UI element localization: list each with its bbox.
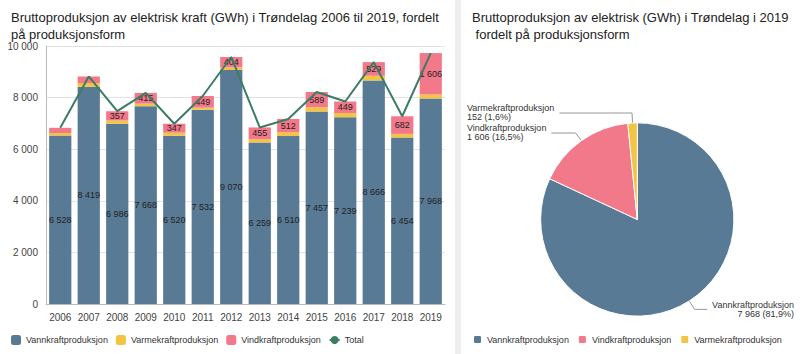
svg-text:357: 357	[110, 111, 125, 121]
svg-text:2006: 2006	[49, 312, 72, 323]
svg-text:7 239: 7 239	[334, 206, 357, 216]
svg-text:2012: 2012	[220, 312, 243, 323]
svg-text:Bruttoproduksjon av elektrisk: Bruttoproduksjon av elektrisk (GWh) i Tr…	[472, 10, 788, 25]
svg-text:2 000: 2 000	[13, 247, 38, 258]
svg-text:2019: 2019	[420, 312, 443, 323]
svg-text:Vindkraftproduksjon: Vindkraftproduksjon	[467, 123, 547, 134]
svg-text:152 (1,6%): 152 (1,6%)	[467, 112, 511, 122]
svg-text:512: 512	[281, 121, 296, 131]
svg-text:682: 682	[395, 120, 410, 130]
svg-text:404: 404	[223, 57, 239, 68]
svg-text:455: 455	[252, 128, 267, 138]
svg-text:9 070: 9 070	[220, 182, 243, 192]
svg-text:8 000: 8 000	[13, 92, 38, 103]
svg-text:på produksjonsform: på produksjonsform	[11, 27, 125, 42]
svg-text:6 520: 6 520	[163, 215, 186, 225]
svg-text:415: 415	[138, 93, 154, 104]
svg-text:fordelt på produksjonsform: fordelt på produksjonsform	[472, 27, 630, 42]
svg-text:Varmekraftproduksjon: Varmekraftproduksjon	[694, 335, 781, 345]
svg-text:7 968 (81,9%): 7 968 (81,9%)	[737, 309, 794, 319]
svg-text:2009: 2009	[135, 312, 158, 323]
svg-text:0: 0	[32, 299, 38, 310]
svg-text:2013: 2013	[249, 312, 272, 323]
svg-text:Varmekraftproduksjon: Varmekraftproduksjon	[467, 103, 555, 114]
svg-text:Bruttoproduksjon av elektrisk: Bruttoproduksjon av elektrisk kraft (GWh…	[11, 10, 442, 25]
svg-text:6 000: 6 000	[13, 144, 38, 155]
svg-text:2016: 2016	[334, 312, 357, 323]
svg-text:8 666: 8 666	[362, 187, 385, 197]
svg-text:2015: 2015	[306, 312, 329, 323]
svg-text:2017: 2017	[363, 312, 386, 323]
svg-text:1 606: 1 606	[419, 68, 442, 79]
svg-text:6 259: 6 259	[248, 218, 271, 228]
svg-text:449: 449	[195, 96, 211, 107]
svg-text:6 454: 6 454	[391, 216, 414, 226]
svg-text:7 968: 7 968	[419, 196, 442, 206]
svg-text:7 668: 7 668	[134, 200, 157, 210]
svg-text:347: 347	[167, 123, 182, 133]
svg-text:2007: 2007	[78, 312, 101, 323]
svg-text:6 986: 6 986	[106, 209, 129, 219]
svg-text:Vannkraftproduksjon: Vannkraftproduksjon	[712, 299, 794, 310]
svg-text:2010: 2010	[163, 312, 186, 323]
svg-text:8 419: 8 419	[77, 190, 100, 200]
svg-text:Vindkraftproduksjon: Vindkraftproduksjon	[592, 335, 671, 345]
svg-text:2008: 2008	[106, 312, 129, 323]
svg-text:Varmekraftproduksjon: Varmekraftproduksjon	[131, 335, 218, 345]
svg-text:Vannkraftproduksjon: Vannkraftproduksjon	[487, 335, 569, 345]
svg-text:4 000: 4 000	[13, 195, 38, 206]
svg-text:Total: Total	[345, 335, 364, 345]
svg-text:7 457: 7 457	[305, 203, 328, 213]
svg-text:6 528: 6 528	[49, 215, 72, 225]
svg-text:589: 589	[309, 94, 325, 105]
svg-text:10 000: 10 000	[7, 41, 38, 52]
svg-text:6 510: 6 510	[277, 215, 300, 225]
svg-text:2011: 2011	[192, 312, 214, 323]
svg-text:449: 449	[338, 102, 353, 112]
svg-text:2018: 2018	[391, 312, 414, 323]
svg-text:Vannkraftproduksjon: Vannkraftproduksjon	[26, 335, 108, 345]
svg-text:2014: 2014	[277, 312, 300, 323]
svg-text:1 606 (16,5%): 1 606 (16,5%)	[467, 132, 524, 142]
svg-text:Vindkraftproduksjon: Vindkraftproduksjon	[241, 335, 320, 345]
svg-text:7 532: 7 532	[191, 202, 214, 212]
svg-text:529: 529	[366, 63, 382, 74]
